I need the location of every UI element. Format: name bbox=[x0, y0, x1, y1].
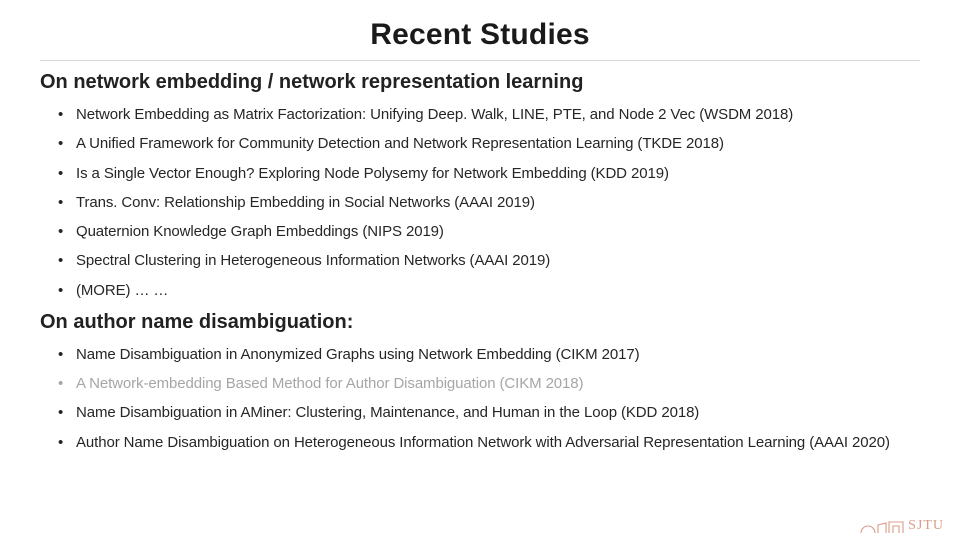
logo-arches-icon bbox=[860, 516, 904, 534]
list-item: (MORE) … … bbox=[58, 276, 920, 305]
page-title: Recent Studies bbox=[40, 18, 920, 52]
section-2-list: Name Disambiguation in Anonymized Graphs… bbox=[40, 340, 920, 457]
list-item: Author Name Disambiguation on Heterogene… bbox=[58, 428, 920, 457]
list-item: Quaternion Knowledge Graph Embeddings (N… bbox=[58, 217, 920, 246]
list-item: Name Disambiguation in AMiner: Clusterin… bbox=[58, 398, 920, 427]
list-item: A Network-embedding Based Method for Aut… bbox=[58, 369, 920, 398]
slide-container: Recent Studies On network embedding / ne… bbox=[0, 0, 960, 540]
title-divider bbox=[40, 60, 920, 61]
list-item: Spectral Clustering in Heterogeneous Inf… bbox=[58, 246, 920, 275]
list-item: Is a Single Vector Enough? Exploring Nod… bbox=[58, 159, 920, 188]
section-header-1: On network embedding / network represent… bbox=[40, 71, 920, 94]
section-1-list: Network Embedding as Matrix Factorizatio… bbox=[40, 100, 920, 305]
list-item: Name Disambiguation in Anonymized Graphs… bbox=[58, 340, 920, 369]
section-header-2: On author name disambiguation: bbox=[40, 311, 920, 334]
university-logo: SJTU bbox=[860, 516, 944, 534]
list-item: A Unified Framework for Community Detect… bbox=[58, 129, 920, 158]
logo-text: SJTU bbox=[908, 518, 944, 534]
list-item: Trans. Conv: Relationship Embedding in S… bbox=[58, 188, 920, 217]
list-item: Network Embedding as Matrix Factorizatio… bbox=[58, 100, 920, 129]
